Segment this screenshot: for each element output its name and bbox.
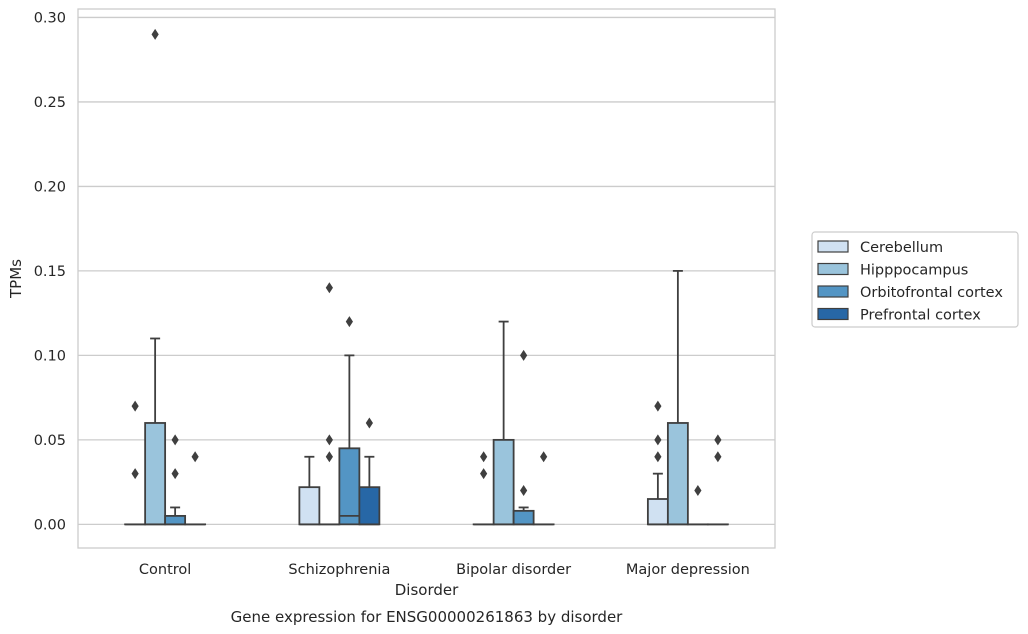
legend-label: Hipppocampus — [860, 263, 968, 279]
box-1-2 — [338, 316, 361, 526]
legend-label: Orbitofrontal cortex — [860, 285, 1003, 301]
y-axis-label: TPMs — [7, 259, 25, 299]
box-3-3 — [706, 434, 729, 526]
y-tick-label: 0.25 — [34, 95, 66, 111]
outlier-point — [151, 28, 159, 40]
y-tick-label: 0.30 — [34, 10, 66, 26]
outlier-point — [131, 468, 139, 480]
outlier-point — [714, 434, 722, 446]
outlier-point — [714, 451, 722, 463]
outlier-point — [365, 417, 373, 429]
legend-label: Prefrontal cortex — [860, 308, 981, 324]
box-0-1 — [144, 28, 167, 526]
outlier-point — [345, 316, 353, 328]
box-2-0 — [472, 451, 495, 526]
box-0-3 — [184, 451, 207, 526]
outlier-point — [540, 451, 548, 463]
outlier-point — [131, 400, 139, 412]
outlier-point — [654, 451, 662, 463]
x-tick-label: Control — [139, 562, 191, 578]
x-axis-label: Disorder — [395, 581, 459, 599]
legend-swatch — [817, 307, 849, 321]
box-3-1 — [666, 269, 689, 526]
box-1-1 — [318, 282, 341, 526]
box-0-0 — [124, 400, 147, 526]
box — [298, 486, 321, 526]
box-2-3 — [532, 451, 555, 526]
box-groups — [124, 28, 729, 526]
y-tick-label: 0.00 — [34, 517, 66, 533]
outlier-point — [171, 434, 179, 446]
box-1-0 — [298, 455, 321, 526]
legend-label: Cerebellum — [860, 240, 943, 256]
box-3-2 — [686, 485, 709, 526]
outlier-point — [325, 282, 333, 294]
x-tick-label: Schizophrenia — [288, 562, 390, 578]
box — [358, 486, 381, 526]
y-tick-label: 0.05 — [34, 433, 66, 449]
outlier-point — [325, 451, 333, 463]
x-tick-label: Bipolar disorder — [456, 562, 571, 578]
legend-frame — [811, 231, 1019, 328]
y-gridlines — [78, 16, 775, 525]
y-tick-label: 0.15 — [34, 264, 66, 280]
legend: Cerebellum Hipppocampus Orbitofrontal cort… — [811, 231, 1019, 328]
box-3-0 — [646, 400, 669, 526]
x-tick-label: Major depression — [626, 562, 750, 578]
outlier-point — [520, 349, 528, 361]
legend-swatch — [817, 285, 849, 298]
outlier-point — [480, 451, 488, 463]
box — [164, 514, 187, 526]
box — [512, 509, 535, 526]
legend-swatch — [817, 240, 849, 253]
outlier-point — [694, 485, 702, 497]
outlier-point — [654, 400, 662, 412]
plot-frame — [77, 8, 776, 549]
box — [492, 438, 515, 526]
outlier-point — [325, 434, 333, 446]
y-tick-labels: 0.00 0.05 0.10 0.15 0.20 0.25 0.30 — [34, 10, 66, 533]
box — [338, 447, 361, 526]
chart-caption: Gene expression for ENSG00000261863 by d… — [231, 608, 624, 626]
box-0-2 — [164, 434, 187, 526]
outlier-point — [654, 434, 662, 446]
outlier-point — [171, 468, 179, 480]
outlier-point — [191, 451, 199, 463]
x-tick-labels: Control Schizophrenia Bipolar disorder Majo… — [139, 562, 750, 578]
outlier-point — [480, 468, 488, 480]
box — [144, 422, 167, 526]
box-2-1 — [492, 320, 515, 526]
y-tick-label: 0.10 — [34, 348, 66, 364]
box-1-3 — [358, 417, 381, 526]
box — [666, 422, 689, 526]
legend-swatch — [817, 262, 849, 276]
box-2-2 — [512, 349, 535, 526]
outlier-point — [520, 485, 528, 497]
y-tick-label: 0.20 — [34, 179, 66, 195]
box — [646, 498, 669, 526]
